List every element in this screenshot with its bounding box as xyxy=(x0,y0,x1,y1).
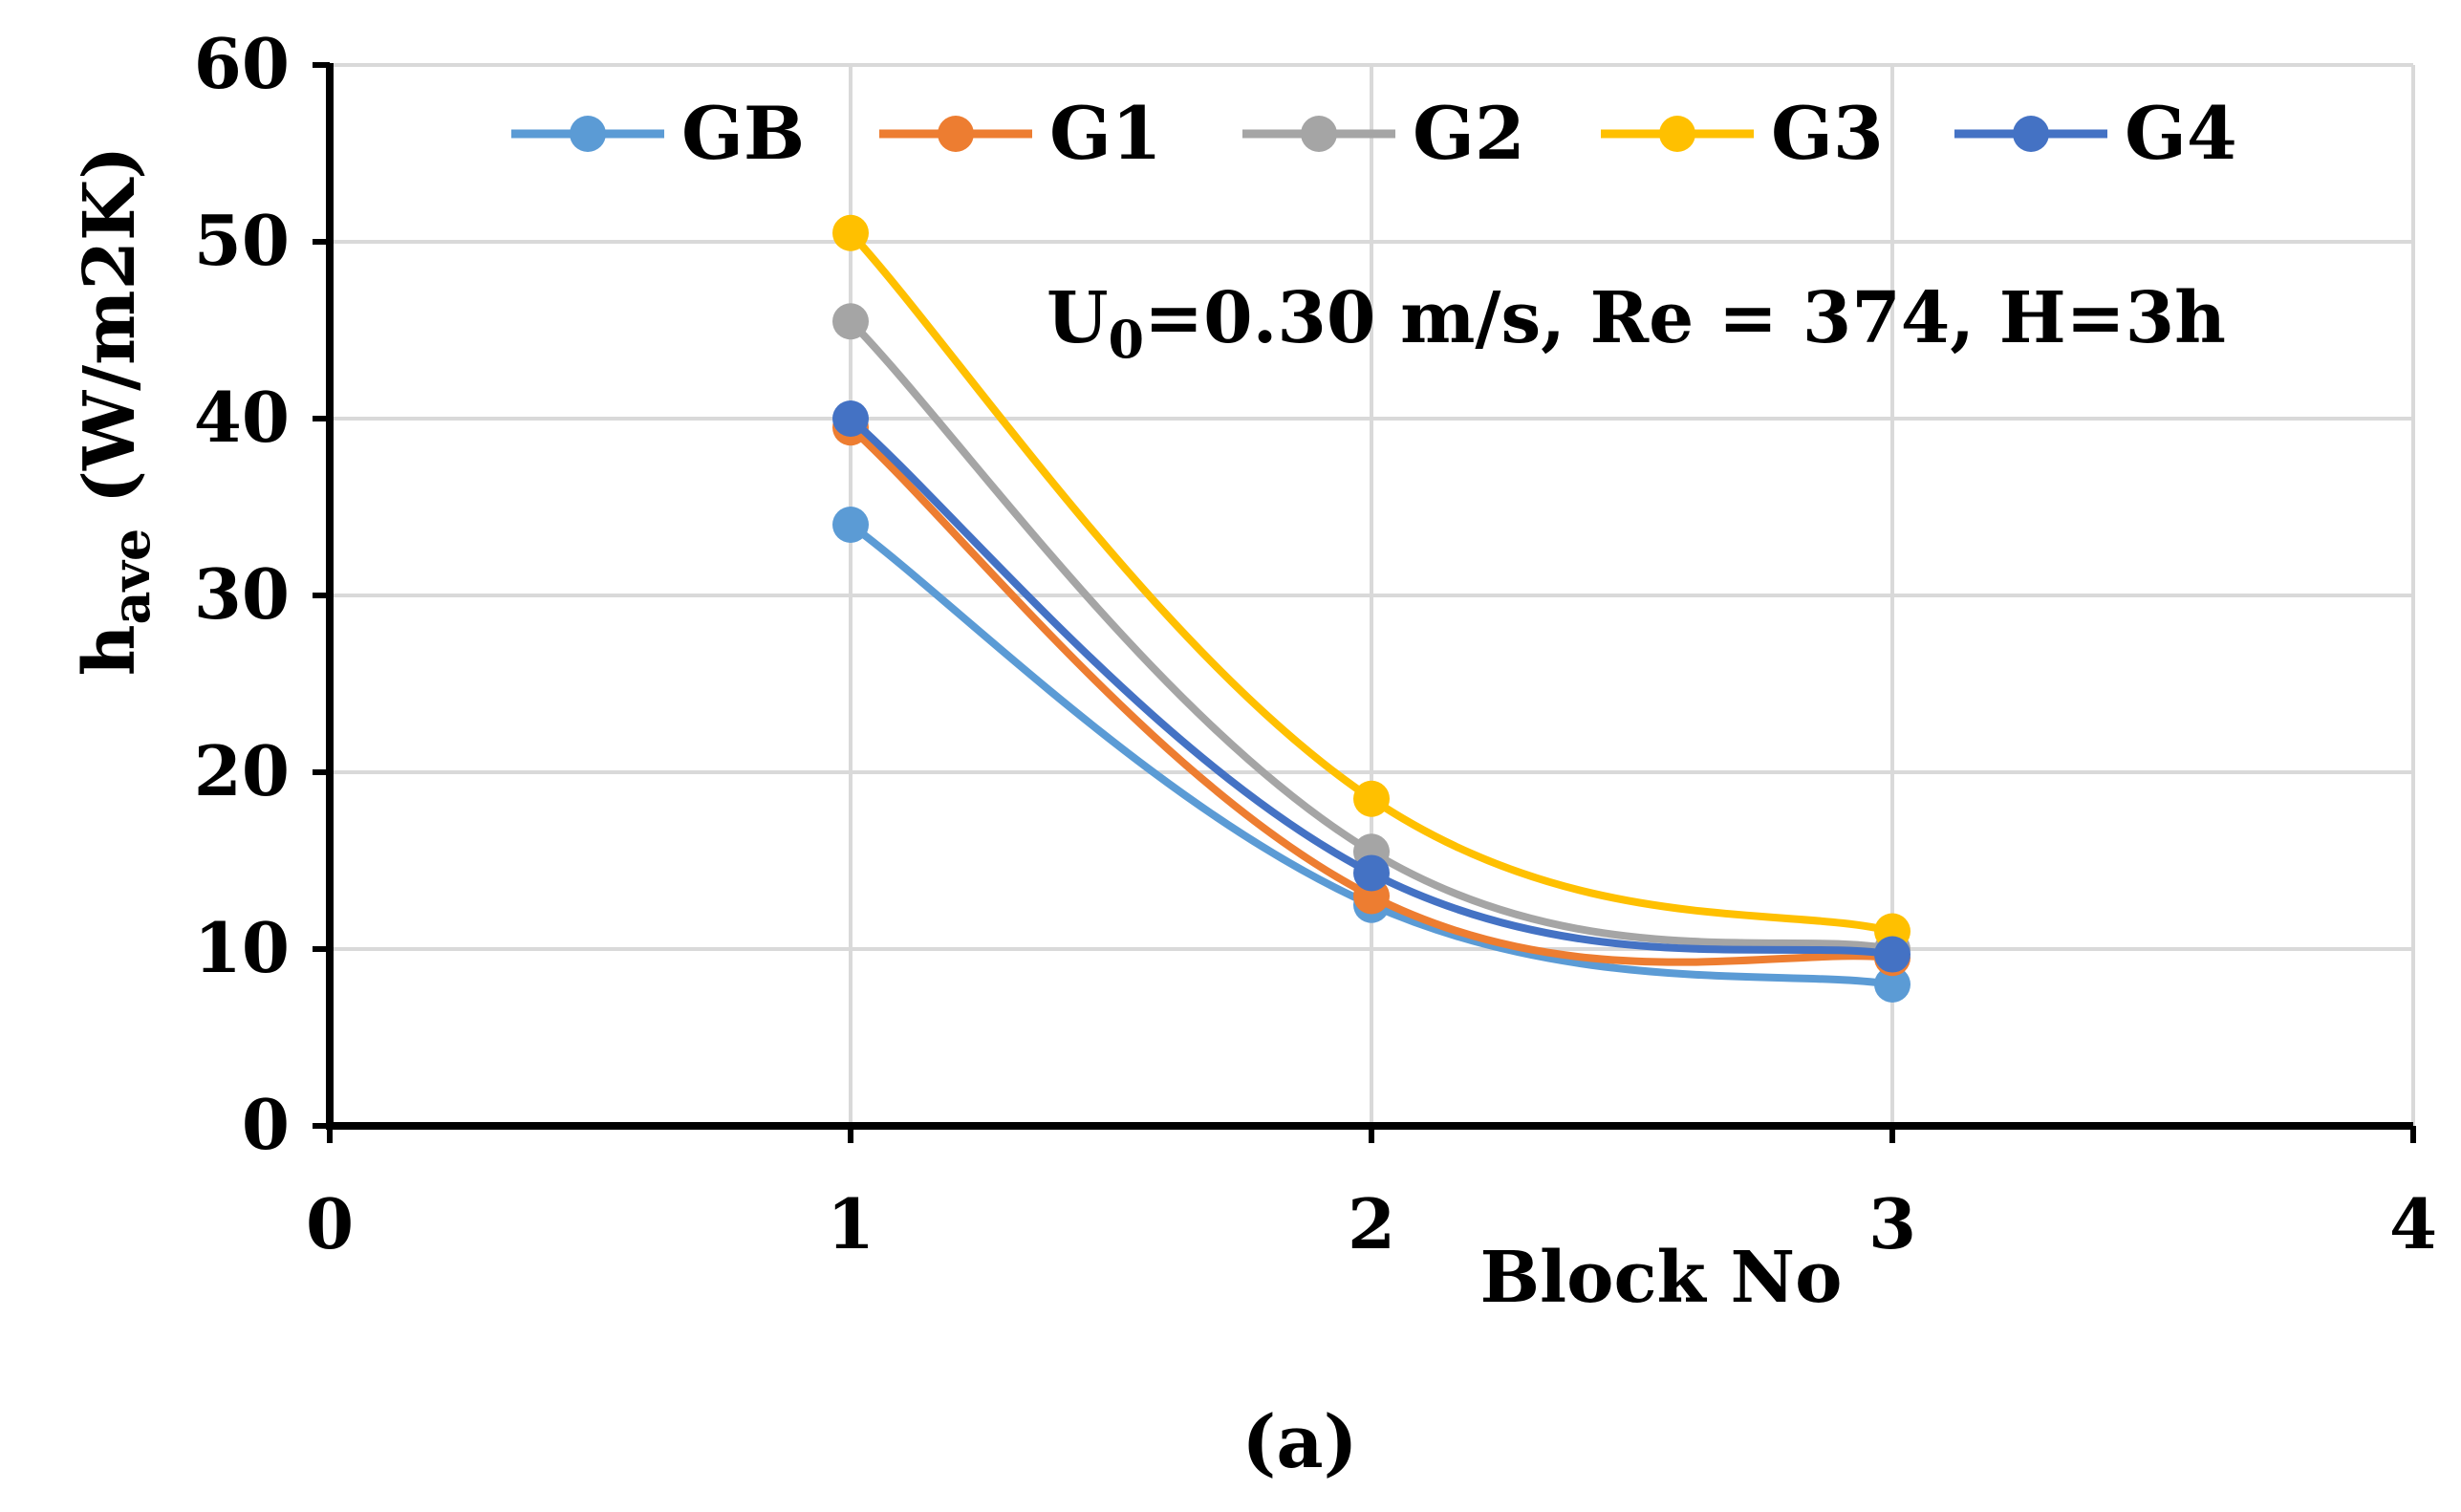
annotation-u-sub: 0 xyxy=(1109,309,1145,370)
legend-item-g1: G1 xyxy=(879,91,1162,176)
x-axis-title: Block No xyxy=(1479,1237,1842,1319)
legend-label-gb: GB xyxy=(681,91,805,176)
series-lines xyxy=(832,214,1911,1003)
y-axis-title-main: h xyxy=(69,624,151,676)
legend-marker-g4 xyxy=(2013,116,2049,152)
y-tick-label-20: 20 xyxy=(194,730,290,811)
legend-label-g1: G1 xyxy=(1049,91,1162,176)
grid-lines xyxy=(330,63,2415,1126)
x-tick-label-0: 0 xyxy=(306,1183,354,1264)
x-tick-label-2: 2 xyxy=(1348,1183,1395,1264)
legend-item-g4: G4 xyxy=(1954,91,2237,176)
legend-marker-g3 xyxy=(1659,116,1695,152)
data-point-g4-3 xyxy=(1874,936,1911,973)
legend-marker-gb xyxy=(570,116,606,152)
legend-label-g3: G3 xyxy=(1771,91,1884,176)
data-point-g4-2 xyxy=(1353,854,1390,892)
annotation-rest: =0.30 m/s, Re = 374, H=3h xyxy=(1144,277,2226,359)
legend-item-g2: G2 xyxy=(1242,91,1525,176)
x-tick-label-1: 1 xyxy=(827,1183,874,1264)
y-tick-label-0: 0 xyxy=(242,1084,290,1165)
series-line-g2 xyxy=(847,317,1896,953)
axes xyxy=(313,62,2416,1143)
data-point-g4-1 xyxy=(832,400,869,437)
y-axis-title-rest: (W/m2K) xyxy=(69,146,151,529)
y-axis-title-sub: ave xyxy=(100,529,162,625)
legend-item-g3: G3 xyxy=(1601,91,1884,176)
y-tick-label-30: 30 xyxy=(194,553,290,635)
chart-annotation: U0=0.30 m/s, Re = 374, H=3h xyxy=(1047,277,2226,370)
x-tick-label-3: 3 xyxy=(1868,1183,1916,1264)
legend-marker-g1 xyxy=(938,116,974,152)
data-point-gb-1 xyxy=(832,507,869,543)
annotation-u-main: U xyxy=(1047,277,1109,359)
y-tick-label-50: 50 xyxy=(194,200,290,281)
series-g4 xyxy=(832,400,1911,973)
legend-item-gb: GB xyxy=(511,91,805,176)
y-tick-label-10: 10 xyxy=(194,907,290,988)
series-line-g3 xyxy=(847,228,1896,936)
y-axis-title: have (W/m2K) xyxy=(69,146,162,677)
data-point-g3-1 xyxy=(832,214,869,251)
x-tick-label-4: 4 xyxy=(2389,1183,2437,1264)
data-point-g3-2 xyxy=(1353,780,1390,817)
y-tick-label-40: 40 xyxy=(194,377,290,458)
figure-caption: (a) xyxy=(1241,1399,1357,1484)
data-point-gb-3 xyxy=(1874,966,1911,1003)
legend: GB G1 G2 G3 G4 xyxy=(511,91,2237,176)
legend-marker-g2 xyxy=(1301,116,1337,152)
y-tick-label-60: 60 xyxy=(194,23,290,104)
legend-label-g4: G4 xyxy=(2125,91,2237,176)
legend-label-g2: G2 xyxy=(1413,91,1525,176)
tick-labels: 0 10 20 30 40 50 60 0 1 2 3 4 xyxy=(194,23,2437,1264)
data-point-g2-1 xyxy=(832,303,869,340)
